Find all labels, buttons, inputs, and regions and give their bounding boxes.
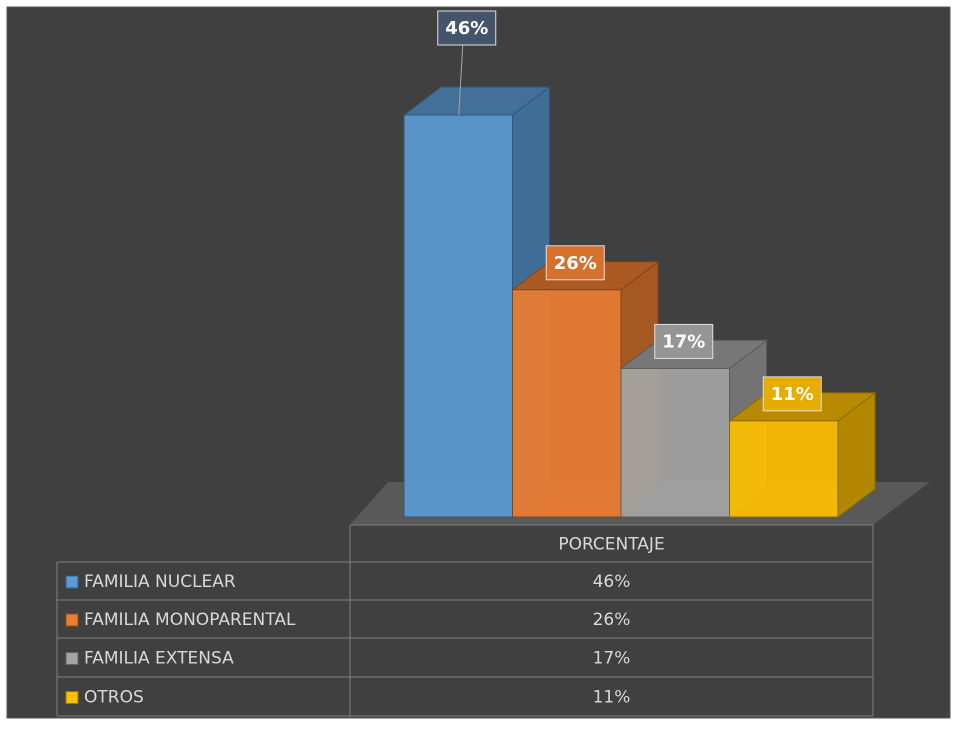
bar	[729, 420, 839, 518]
data-label: 11%	[771, 384, 814, 405]
table-value: 26%	[593, 610, 631, 630]
legend-label: FAMILIA MONOPARENTAL	[84, 610, 296, 630]
legend-key	[65, 652, 79, 665]
table-value: 17%	[593, 649, 631, 669]
legend-key	[65, 613, 79, 627]
leader-line	[458, 44, 464, 116]
data-label: 46%	[445, 18, 488, 39]
legend-label: FAMILIA EXTENSA	[84, 649, 234, 669]
legend-key	[65, 575, 79, 589]
data-label: 26%	[554, 253, 597, 274]
legend-label: FAMILIA NUCLEAR	[84, 572, 236, 592]
table-header: PORCENTAJE	[558, 535, 664, 555]
bar	[403, 114, 513, 518]
bar	[620, 367, 730, 518]
data-label-box	[654, 323, 714, 359]
data-label-box	[545, 245, 605, 281]
table-value: 46%	[593, 572, 631, 592]
data-label: 17%	[662, 331, 705, 352]
legend-label: OTROS	[84, 688, 144, 708]
table-value: 11%	[593, 688, 631, 708]
legend-key	[65, 691, 79, 704]
data-label-box	[762, 376, 822, 412]
bar	[512, 289, 622, 518]
data-label-box	[437, 10, 497, 46]
